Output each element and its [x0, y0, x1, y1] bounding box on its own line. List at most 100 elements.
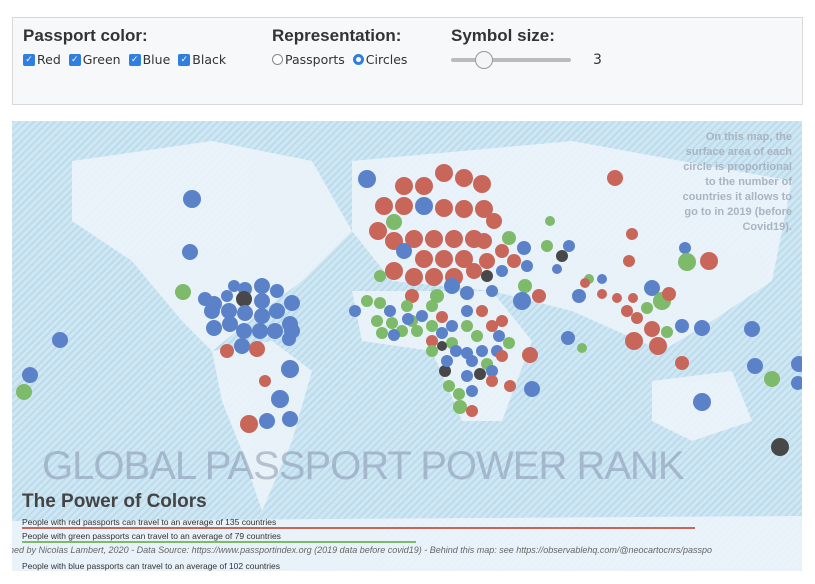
passport-circle[interactable] — [455, 250, 473, 268]
passport-circle[interactable] — [426, 345, 438, 357]
passport-circle[interactable] — [628, 293, 638, 303]
passport-circle[interactable] — [254, 278, 270, 294]
passport-circle[interactable] — [541, 240, 553, 252]
passport-circle[interactable] — [607, 170, 623, 186]
passport-circle[interactable] — [453, 400, 467, 414]
passport-circle[interactable] — [430, 289, 444, 303]
passport-circle[interactable] — [791, 356, 802, 372]
passport-circle[interactable] — [675, 356, 689, 370]
passport-circle[interactable] — [532, 289, 546, 303]
passport-circle[interactable] — [446, 320, 458, 332]
passport-circle[interactable] — [504, 380, 516, 392]
passport-circle[interactable] — [495, 244, 509, 258]
passport-circle[interactable] — [597, 274, 607, 284]
passport-circle[interactable] — [771, 438, 789, 456]
passport-circle[interactable] — [282, 411, 298, 427]
passport-circle[interactable] — [439, 365, 451, 377]
passport-circle[interactable] — [269, 303, 285, 319]
passport-circle[interactable] — [496, 315, 508, 327]
passport-circle[interactable] — [517, 241, 531, 255]
passport-circle[interactable] — [444, 278, 460, 294]
passport-circle[interactable] — [425, 230, 443, 248]
slider-thumb[interactable] — [475, 51, 493, 69]
passport-circle[interactable] — [206, 320, 222, 336]
passport-circle[interactable] — [572, 289, 586, 303]
passport-circle[interactable] — [395, 197, 413, 215]
passport-circle[interactable] — [375, 197, 393, 215]
passport-circle[interactable] — [437, 341, 447, 351]
passport-circle[interactable] — [425, 268, 443, 286]
passport-circle[interactable] — [221, 290, 233, 302]
passport-circle[interactable] — [486, 365, 498, 377]
passport-circle[interactable] — [563, 240, 575, 252]
passport-circle[interactable] — [405, 230, 423, 248]
passport-circle[interactable] — [361, 295, 373, 307]
passport-circle[interactable] — [254, 293, 270, 309]
passport-circle[interactable] — [693, 393, 711, 411]
passport-circle[interactable] — [513, 292, 531, 310]
passport-circle[interactable] — [405, 268, 423, 286]
passport-circle[interactable] — [580, 278, 590, 288]
passport-circle[interactable] — [496, 350, 508, 362]
passport-circle[interactable] — [577, 343, 587, 353]
passport-circle[interactable] — [473, 175, 491, 193]
passport-circle[interactable] — [524, 381, 540, 397]
passport-circle[interactable] — [240, 415, 258, 433]
passport-circle[interactable] — [518, 279, 532, 293]
passport-circle[interactable] — [349, 305, 361, 317]
passport-circle[interactable] — [376, 327, 388, 339]
passport-circle[interactable] — [435, 164, 453, 182]
passport-circle[interactable] — [644, 280, 660, 296]
passport-circle[interactable] — [22, 367, 38, 383]
passport-circle[interactable] — [426, 300, 438, 312]
passport-circle[interactable] — [369, 222, 387, 240]
passport-circle[interactable] — [453, 388, 465, 400]
passport-circle[interactable] — [503, 337, 515, 349]
passport-circle[interactable] — [694, 320, 710, 336]
passport-circle[interactable] — [371, 315, 383, 327]
passport-circle[interactable] — [237, 305, 253, 321]
passport-circle[interactable] — [649, 337, 667, 355]
passport-circle[interactable] — [700, 252, 718, 270]
passport-circle[interactable] — [252, 323, 268, 339]
symbol-size-slider[interactable] — [451, 51, 571, 69]
passport-circle[interactable] — [678, 253, 696, 271]
passport-circle[interactable] — [476, 345, 488, 357]
passport-circle[interactable] — [386, 317, 398, 329]
passport-circle[interactable] — [426, 335, 438, 347]
passport-circle[interactable] — [435, 250, 453, 268]
passport-circle[interactable] — [281, 360, 299, 378]
passport-circle[interactable] — [641, 302, 653, 314]
passport-circle[interactable] — [644, 321, 660, 337]
passport-circle[interactable] — [445, 230, 463, 248]
passport-circle[interactable] — [466, 385, 478, 397]
passport-circle[interactable] — [249, 341, 265, 357]
passport-circle[interactable] — [507, 254, 521, 268]
world-map[interactable]: On this map, the surface area of each ci… — [12, 121, 802, 571]
passport-circle[interactable] — [455, 169, 473, 187]
checkbox-blue[interactable]: ✓ Blue — [128, 52, 170, 67]
passport-circle[interactable] — [228, 280, 240, 292]
passport-circle[interactable] — [401, 300, 413, 312]
passport-circle[interactable] — [552, 264, 562, 274]
passport-circle[interactable] — [436, 327, 448, 339]
passport-circle[interactable] — [182, 244, 198, 260]
passport-circle[interactable] — [16, 384, 32, 400]
passport-circle[interactable] — [234, 338, 250, 354]
passport-circle[interactable] — [405, 289, 419, 303]
passport-circle[interactable] — [388, 329, 400, 341]
passport-circle[interactable] — [284, 295, 300, 311]
passport-circle[interactable] — [493, 330, 505, 342]
passport-circle[interactable] — [426, 320, 438, 332]
passport-circle[interactable] — [461, 305, 473, 317]
passport-circle[interactable] — [625, 332, 643, 350]
passport-circle[interactable] — [471, 330, 483, 342]
passport-circle[interactable] — [435, 199, 453, 217]
passport-circle[interactable] — [411, 325, 423, 337]
passport-circle[interactable] — [764, 371, 780, 387]
passport-circle[interactable] — [496, 265, 508, 277]
passport-circle[interactable] — [415, 177, 433, 195]
passport-circle[interactable] — [475, 200, 493, 218]
passport-circle[interactable] — [481, 270, 493, 282]
passport-circle[interactable] — [486, 285, 498, 297]
